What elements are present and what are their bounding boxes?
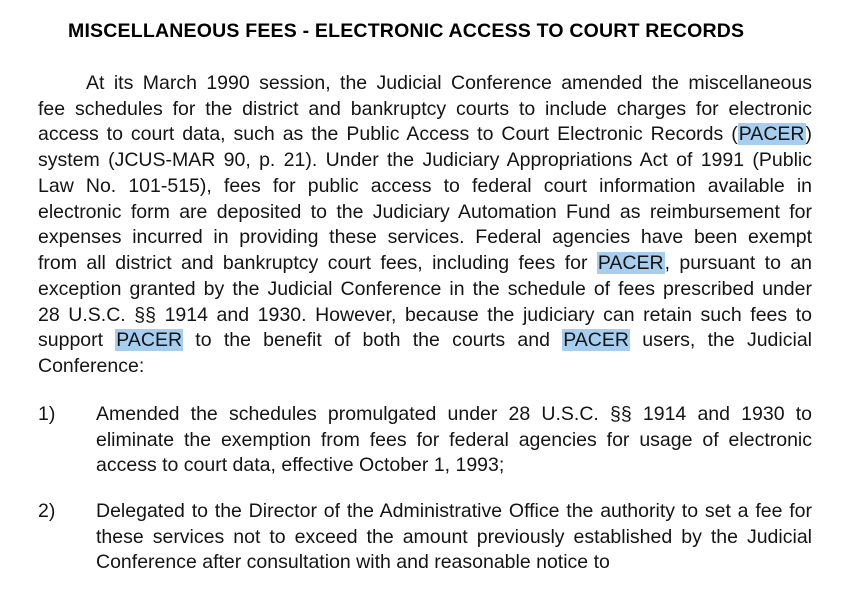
highlight-pacer: PACER xyxy=(738,123,806,145)
highlight-pacer: PACER xyxy=(115,329,183,351)
list-number: 1) xyxy=(38,402,96,479)
highlight-pacer: PACER xyxy=(562,329,630,351)
para-text-1: At its March 1990 session, the Judicial … xyxy=(38,72,812,145)
list-item: 2) Delegated to the Director of the Admi… xyxy=(38,499,812,576)
list-body: Delegated to the Director of the Adminis… xyxy=(96,499,812,576)
para-text-4: to the benefit of both the courts and xyxy=(183,329,562,351)
highlight-pacer: PACER xyxy=(597,252,665,274)
list-number: 2) xyxy=(38,499,96,576)
section-title: MISCELLANEOUS FEES - ELECTRONIC ACCESS T… xyxy=(68,20,812,43)
numbered-list: 1) Amended the schedules promulgated und… xyxy=(38,402,812,576)
list-body: Amended the schedules promulgated under … xyxy=(96,402,812,479)
list-item: 1) Amended the schedules promulgated und… xyxy=(38,402,812,479)
body-paragraph: At its March 1990 session, the Judicial … xyxy=(38,71,812,380)
